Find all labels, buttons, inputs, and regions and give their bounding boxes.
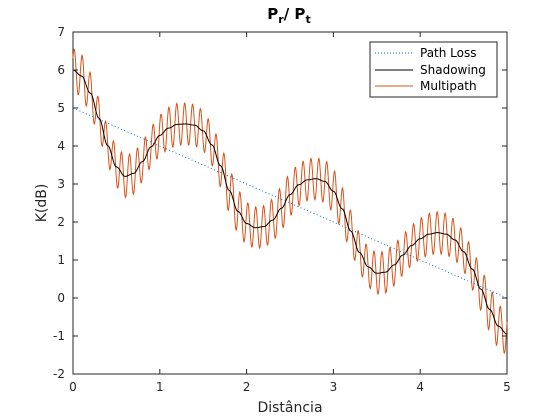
x-tick-label: 0	[69, 380, 77, 394]
series-multipath	[72, 48, 508, 355]
legend-label-path-loss: Path Loss	[420, 46, 477, 60]
series-shadowing	[72, 69, 508, 335]
chart-title: Pr/ Pt	[267, 5, 310, 26]
x-tick-label: 1	[156, 380, 164, 394]
x-tick-label: 2	[243, 380, 251, 394]
y-tick-label: 4	[57, 139, 65, 153]
legend-label-multipath: Multipath	[420, 79, 477, 93]
x-tick-label: 4	[416, 380, 424, 394]
y-tick-label: 7	[57, 25, 65, 39]
y-tick-label: -1	[53, 329, 65, 343]
y-tick-label: 5	[57, 101, 65, 115]
x-axis-label: Distância	[257, 400, 322, 416]
legend-label-shadowing: Shadowing	[420, 63, 486, 77]
y-tick-label: -2	[53, 367, 65, 381]
y-tick-label: 1	[57, 253, 65, 267]
x-tick-label: 5	[503, 380, 511, 394]
y-tick-label: 6	[57, 63, 65, 77]
y-tick-label: 2	[57, 215, 65, 229]
x-tick-label: 3	[330, 380, 338, 394]
y-tick-label: 3	[57, 177, 65, 191]
y-axis-label: K(dB)	[34, 184, 50, 223]
y-tick-label: 0	[57, 291, 65, 305]
legend: Path Loss Shadowing Multipath	[369, 41, 498, 98]
